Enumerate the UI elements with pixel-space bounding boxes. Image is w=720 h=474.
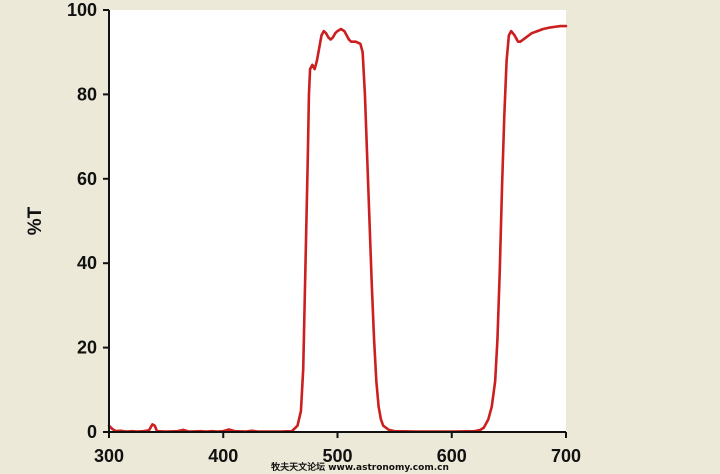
data-point bbox=[311, 63, 314, 66]
x-tick-label: 600 bbox=[437, 446, 467, 466]
data-point bbox=[530, 32, 533, 35]
data-point bbox=[302, 367, 305, 370]
y-tick-label: 60 bbox=[77, 169, 97, 189]
x-tick-label: 700 bbox=[551, 446, 581, 466]
data-point bbox=[547, 26, 550, 29]
data-point bbox=[336, 30, 339, 33]
data-point bbox=[345, 34, 348, 37]
data-point bbox=[315, 59, 318, 62]
data-point bbox=[327, 36, 330, 39]
data-point bbox=[307, 93, 310, 96]
data-point bbox=[519, 40, 522, 43]
data-point bbox=[354, 40, 357, 43]
data-point bbox=[490, 405, 493, 408]
data-point bbox=[334, 32, 337, 35]
data-point bbox=[350, 40, 353, 43]
data-point bbox=[325, 32, 328, 35]
y-tick-label: 80 bbox=[77, 84, 97, 104]
data-point bbox=[494, 380, 497, 383]
data-point bbox=[382, 424, 385, 427]
plot-area bbox=[109, 10, 566, 432]
data-point bbox=[320, 34, 323, 37]
data-point bbox=[559, 24, 562, 28]
data-point bbox=[363, 93, 366, 96]
data-point bbox=[151, 423, 154, 426]
data-point bbox=[331, 36, 334, 39]
data-point bbox=[516, 40, 520, 43]
y-tick-label: 40 bbox=[77, 253, 97, 273]
data-point bbox=[536, 30, 539, 33]
data-point bbox=[524, 36, 528, 39]
data-point bbox=[553, 25, 556, 28]
data-point bbox=[361, 51, 364, 54]
data-point bbox=[227, 428, 231, 431]
x-axis-ticks: 300 400 500 600 700 bbox=[94, 432, 581, 466]
y-tick-label: 0 bbox=[87, 422, 97, 442]
data-point bbox=[482, 426, 485, 429]
data-point bbox=[111, 428, 114, 431]
data-point bbox=[505, 59, 508, 62]
data-point bbox=[564, 24, 568, 28]
data-point bbox=[359, 42, 362, 45]
data-point bbox=[507, 34, 510, 37]
data-point bbox=[375, 380, 378, 383]
data-point bbox=[377, 405, 380, 408]
data-point bbox=[322, 30, 325, 33]
data-point bbox=[487, 418, 490, 421]
data-point bbox=[343, 30, 346, 33]
watermark-text: 牧夫天文论坛 www.astronomy.com.cn bbox=[271, 461, 449, 473]
data-point bbox=[309, 68, 312, 71]
data-point bbox=[339, 27, 342, 31]
data-point bbox=[147, 429, 151, 432]
data-point bbox=[479, 428, 482, 431]
y-tick-label: 100 bbox=[67, 0, 97, 20]
data-point bbox=[373, 338, 376, 341]
x-tick-label: 400 bbox=[208, 446, 238, 466]
data-point bbox=[299, 409, 302, 412]
data-point bbox=[496, 338, 499, 341]
data-point bbox=[182, 428, 185, 431]
x-tick-label: 500 bbox=[322, 446, 352, 466]
x-tick-label: 300 bbox=[94, 446, 124, 466]
data-point bbox=[296, 424, 299, 427]
data-point bbox=[366, 156, 369, 159]
data-point bbox=[510, 30, 513, 33]
data-point bbox=[304, 262, 307, 265]
data-point bbox=[503, 114, 506, 117]
data-point bbox=[513, 34, 516, 37]
data-point bbox=[498, 270, 501, 273]
data-point bbox=[370, 283, 373, 286]
y-axis-ticks: 0 20 40 60 80 100 bbox=[67, 0, 109, 442]
data-point bbox=[329, 38, 332, 41]
data-point bbox=[153, 424, 156, 427]
y-tick-label: 20 bbox=[77, 338, 97, 358]
y-axis-label: %T bbox=[25, 206, 46, 235]
data-point bbox=[500, 186, 504, 189]
data-point bbox=[368, 219, 371, 223]
data-point bbox=[306, 156, 309, 159]
data-point bbox=[347, 38, 350, 41]
data-point bbox=[379, 418, 382, 421]
data-point bbox=[313, 68, 316, 71]
data-point bbox=[387, 428, 390, 431]
data-point bbox=[318, 46, 321, 50]
data-point bbox=[542, 27, 545, 31]
